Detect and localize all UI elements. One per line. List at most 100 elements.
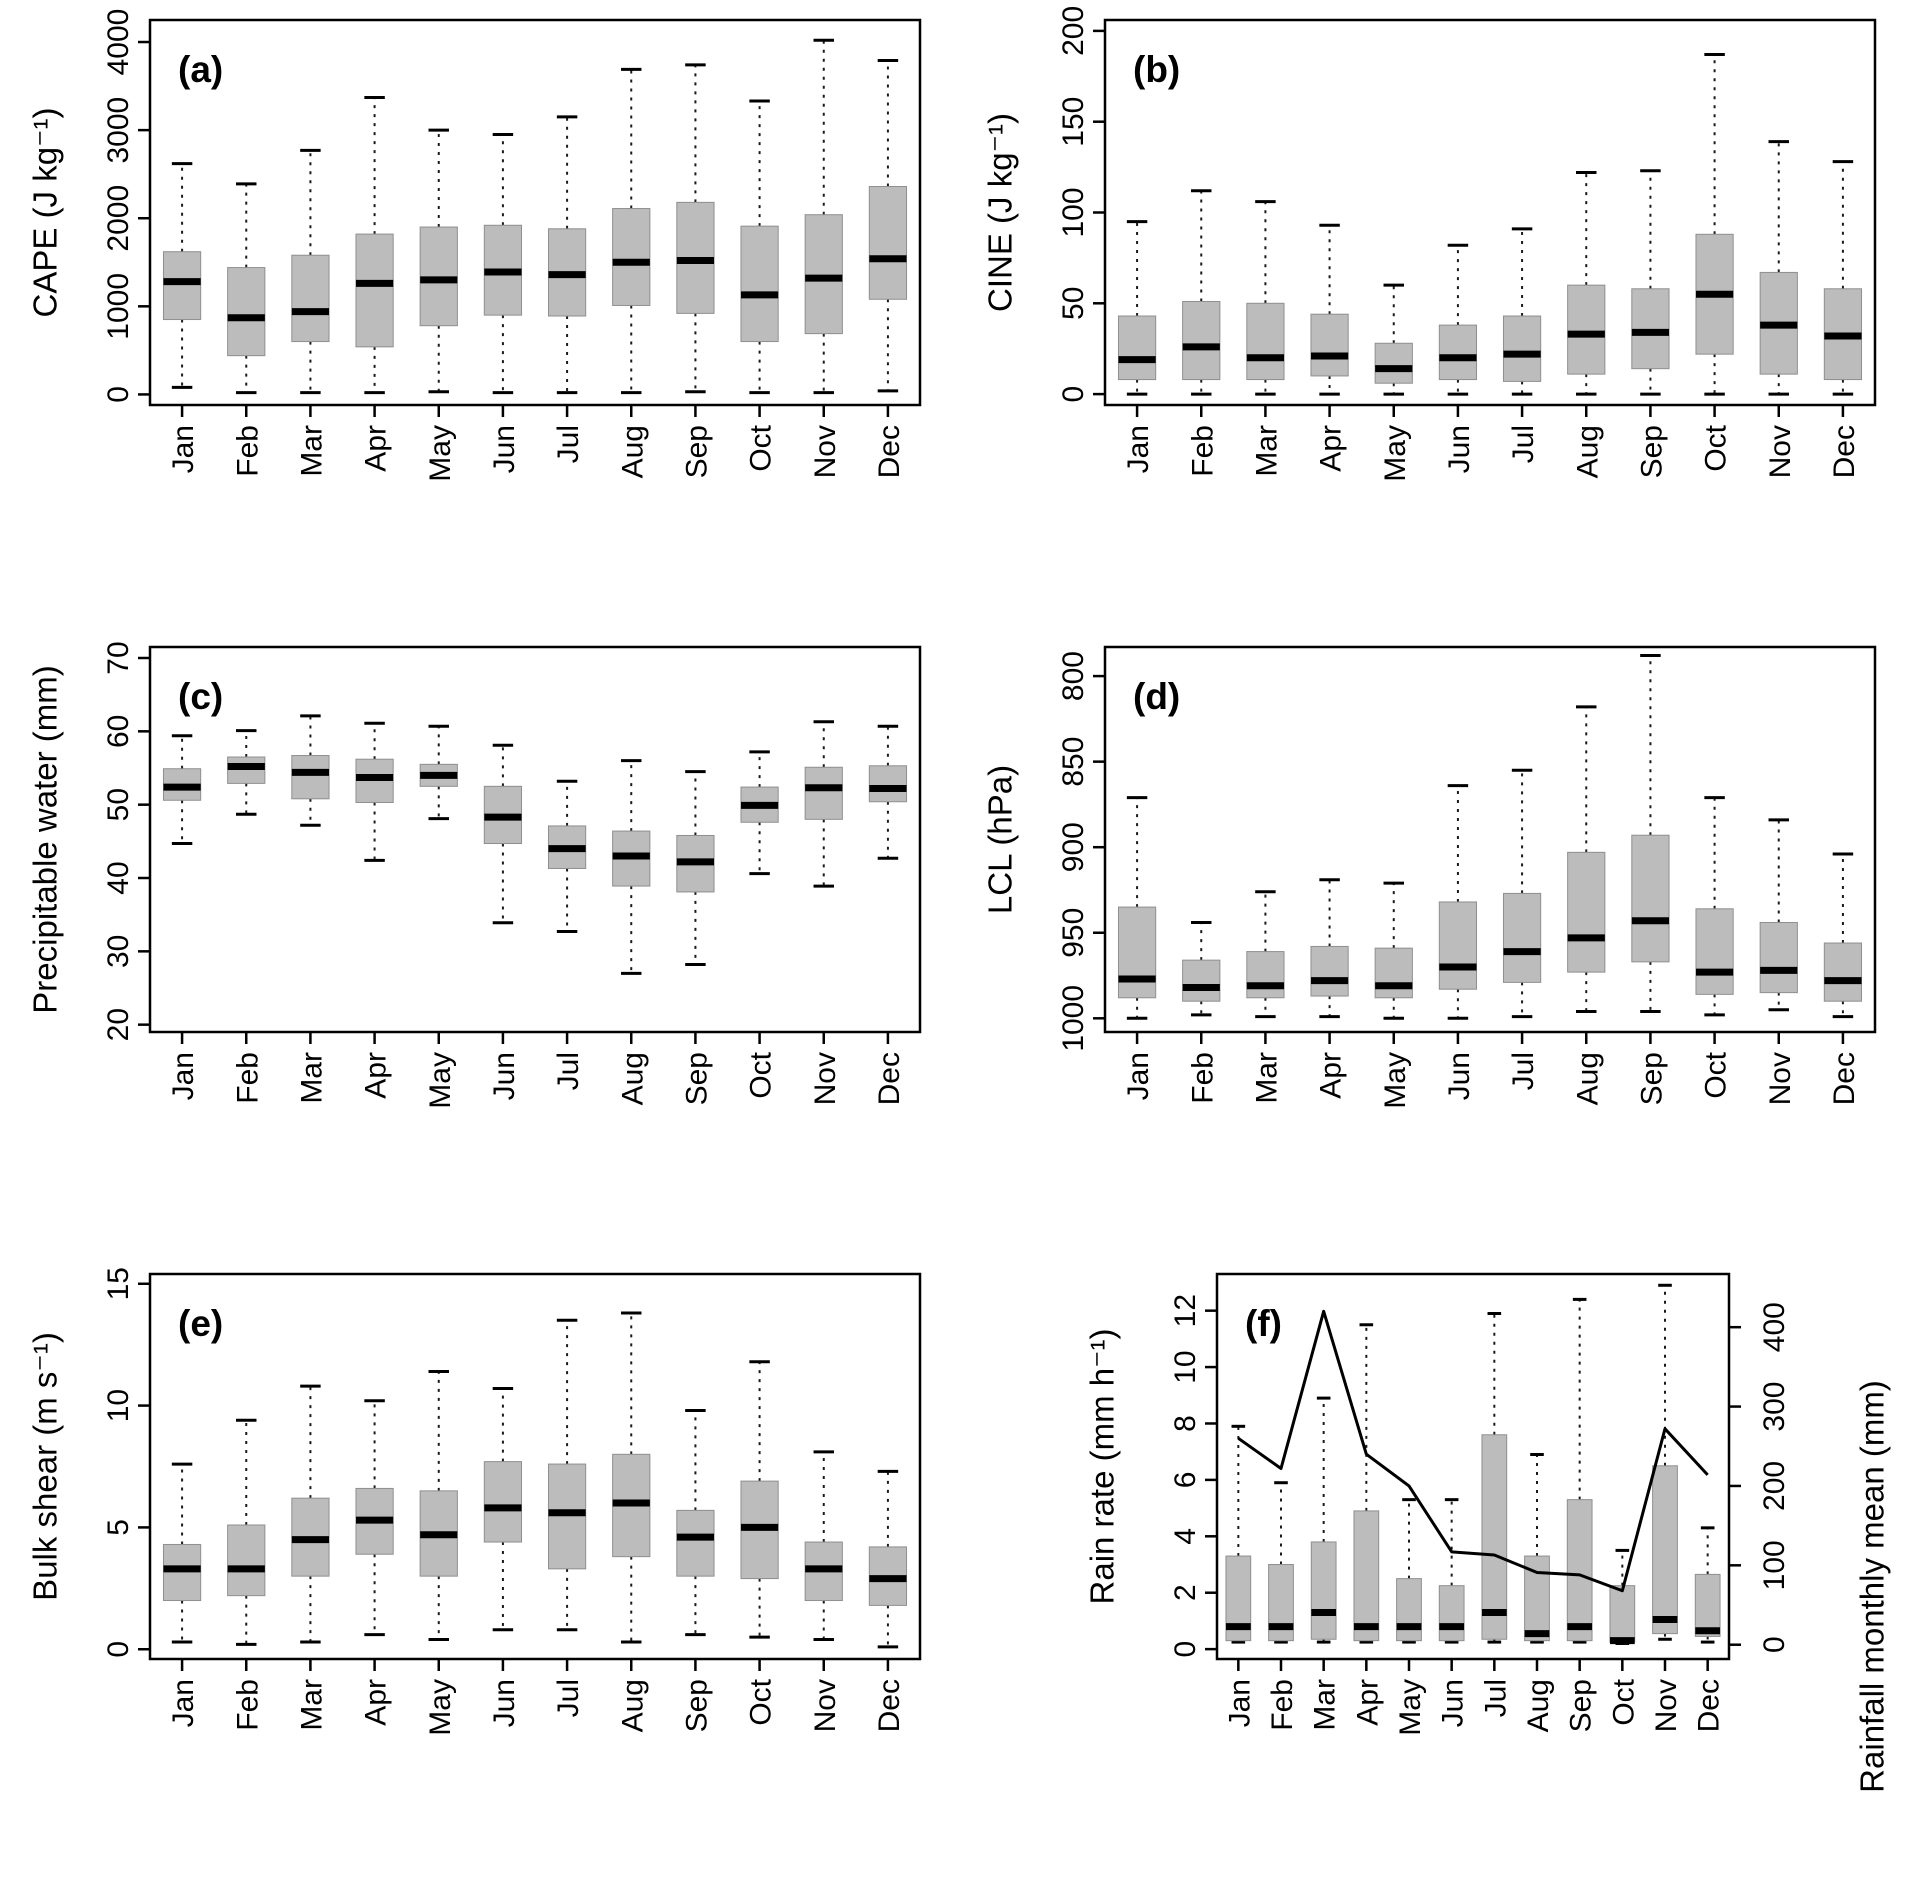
y2-axis-title: Rainfall monthly mean (mm)	[1854, 1380, 1891, 1793]
boxplot-d-sep	[1631, 654, 1670, 1044]
boxplot-e-may	[419, 1369, 458, 1671]
boxplot-a-mar	[291, 148, 330, 417]
panel-c: 20 30 40 50 60 70 Precipitable water (mm) Jan Fe…	[0, 627, 954, 1253]
xtick-label-may: May	[424, 1052, 457, 1109]
xtick-label-may: May	[424, 425, 457, 482]
boxplot-c-jan	[162, 734, 202, 1044]
ytick-label-e: 15	[102, 1267, 135, 1300]
boxplot-b-jul	[1502, 227, 1542, 417]
xtick-label-oct: Oct	[1607, 1678, 1640, 1725]
boxplot-a-apr	[355, 96, 394, 417]
boxplot-c-oct	[740, 750, 779, 1044]
boxplot-c-apr	[355, 721, 394, 1044]
ytick-label-a: 2000	[102, 185, 135, 252]
boxplot-e-nov	[804, 1450, 843, 1671]
panel-f: 0 2 4 6 8 10 12 0 100 200 300 400 Rainfall monthly m…	[955, 1254, 1909, 1880]
iqr-box	[1438, 1585, 1465, 1642]
iqr-box	[1567, 284, 1606, 375]
xtick-label-sep: Sep	[680, 1052, 713, 1105]
iqr-box	[612, 208, 651, 306]
xtick-label-jan: Jan	[167, 1679, 200, 1727]
iqr-box	[1631, 288, 1670, 370]
boxplot-b-mar	[1246, 200, 1285, 417]
boxplot-f-feb	[1268, 1481, 1294, 1671]
boxplot-c-jul	[547, 779, 587, 1044]
boxplot-b-sep	[1631, 169, 1670, 417]
iqr-box	[1374, 342, 1413, 384]
plot-border-b	[1103, 18, 1877, 407]
ytick-label-d: 850	[1057, 737, 1090, 787]
xtick-label-aug: Aug	[1571, 425, 1604, 478]
y2tick-label-f: 0	[1758, 1636, 1791, 1653]
boxplot-f-mar	[1310, 1396, 1337, 1671]
xtick-label-dec: Dec	[1693, 1679, 1726, 1732]
ytick-label-e: 10	[102, 1389, 135, 1422]
xtick-label-aug: Aug	[616, 425, 649, 478]
boxplot-c-may	[419, 724, 458, 1044]
panel-a: 0 1000 2000 3000 4000 CAPE (J kg⁻¹) Jan Feb Mar A…	[0, 0, 954, 626]
xtick-label-mar: Mar	[295, 1052, 328, 1104]
ytick-label-b: 0	[1057, 386, 1090, 403]
xtick-label-jan: Jan	[167, 425, 200, 473]
xtick-label-nov: Nov	[809, 1679, 842, 1732]
ytick-label-f: 2	[1169, 1584, 1202, 1601]
boxplot-f-jul	[1481, 1311, 1508, 1671]
iqr-box	[1481, 1434, 1508, 1640]
ytick-label-c: 20	[102, 1008, 135, 1041]
xtick-label-jul: Jul	[552, 425, 585, 463]
iqr-box	[1310, 945, 1349, 997]
boxplot-e-oct	[740, 1360, 779, 1671]
boxplot-f-jan	[1225, 1424, 1252, 1671]
iqr-box	[227, 756, 266, 784]
boxplot-e-apr	[355, 1399, 394, 1671]
boxplot-a-jan	[162, 162, 202, 417]
panel-a-plot: 0 1000 2000 3000 4000 CAPE (J kg⁻¹) Jan Feb Mar A…	[27, 9, 922, 482]
ytick-label-a: 4000	[102, 9, 135, 76]
ytick-label-c: 40	[102, 861, 135, 894]
iqr-box	[1182, 959, 1221, 1002]
iqr-box	[419, 226, 458, 327]
iqr-box	[1396, 1578, 1422, 1642]
rainfall-monthly-mean-line	[1237, 1309, 1709, 1593]
y2tick-label-f: 400	[1758, 1302, 1791, 1352]
ytick-label-f: 0	[1169, 1641, 1202, 1658]
ytick-label-d: 900	[1057, 822, 1090, 872]
boxplot-f-aug	[1524, 1453, 1550, 1671]
boxplot-b-jun	[1438, 243, 1478, 417]
xtick-label-mar: Mar	[1250, 425, 1283, 477]
xtick-label-nov: Nov	[1650, 1679, 1683, 1732]
iqr-box	[1182, 300, 1221, 381]
panel-b: 0 50 100 150 200 CINE (J kg⁻¹) Jan Feb Mar Apr May…	[955, 0, 1909, 626]
panel-f-plot: 0 2 4 6 8 10 12 0 100 200 300 400 Rainfall monthly m…	[1084, 1272, 1891, 1793]
boxplot-d-dec	[1823, 852, 1863, 1044]
xtick-label-sep: Sep	[1635, 1052, 1668, 1105]
xtick-label-oct: Oct	[745, 424, 778, 471]
xtick-label-apr: Apr	[360, 1052, 393, 1099]
boxplot-e-sep	[676, 1408, 715, 1671]
boxplot-f-jun	[1438, 1498, 1465, 1671]
ytick-label-c: 50	[102, 788, 135, 821]
xtick-label-apr: Apr	[1351, 1679, 1384, 1726]
xtick-label-sep: Sep	[1635, 425, 1668, 478]
plot-border-c	[148, 645, 922, 1034]
xtick-label-apr: Apr	[1315, 425, 1348, 472]
iqr-box	[227, 267, 266, 357]
iqr-box	[291, 254, 330, 343]
y-axis-title-d: LCL (hPa)	[982, 765, 1019, 914]
ytick-label-a: 1000	[102, 273, 135, 340]
ytick-label-b: 50	[1057, 287, 1090, 320]
iqr-box	[1502, 892, 1542, 983]
panel-b-plot: 0 50 100 150 200 CINE (J kg⁻¹) Jan Feb Mar Apr May…	[982, 6, 1877, 482]
boxplot-b-aug	[1567, 171, 1606, 417]
iqr-box	[1631, 834, 1670, 963]
xtick-label-jan: Jan	[167, 1052, 200, 1100]
iqr-box	[355, 233, 394, 348]
boxplot-c-dec	[868, 724, 908, 1044]
xtick-label-oct: Oct	[1700, 1051, 1733, 1098]
xtick-label-aug: Aug	[616, 1052, 649, 1105]
iqr-box	[804, 766, 843, 820]
iqr-box	[868, 765, 908, 803]
xtick-label-mar: Mar	[295, 425, 328, 477]
panel-e-plot: 0 5 10 15 Bulk shear (m s⁻¹) Jan Feb Mar Apr May J…	[27, 1267, 922, 1736]
xtick-label-jun: Jun	[488, 1679, 521, 1727]
